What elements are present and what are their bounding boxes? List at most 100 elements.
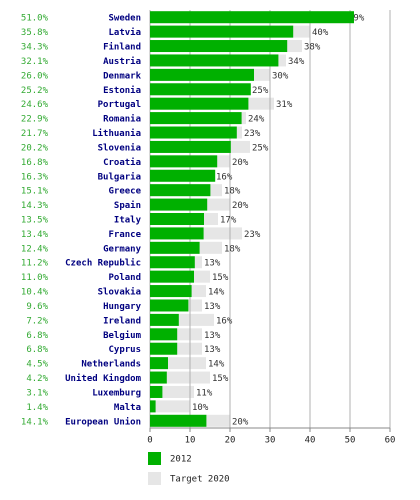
x-tick-label: 30 bbox=[265, 436, 276, 446]
category-label: United Kingdom bbox=[65, 373, 141, 384]
value-label: 20.2% bbox=[21, 143, 49, 153]
target-label: 25% bbox=[252, 86, 269, 96]
target-label: 23% bbox=[244, 230, 261, 240]
category-label: Slovenia bbox=[98, 142, 141, 153]
value-label: 26.0% bbox=[21, 71, 49, 81]
x-tick-label: 50 bbox=[345, 436, 356, 446]
bar bbox=[150, 198, 208, 211]
bar bbox=[150, 400, 156, 413]
value-label: 16.8% bbox=[21, 158, 49, 168]
target-label: 16% bbox=[216, 172, 233, 182]
category-label: Croatia bbox=[103, 157, 141, 168]
target-label: 15% bbox=[212, 374, 229, 384]
bar bbox=[150, 112, 242, 125]
category-label: Germany bbox=[103, 244, 142, 254]
target-label: 13% bbox=[204, 345, 221, 355]
value-label: 15.1% bbox=[21, 187, 49, 197]
value-label: 7.2% bbox=[26, 316, 48, 326]
legend-swatch bbox=[148, 452, 161, 465]
target-label: 10% bbox=[192, 403, 209, 413]
target-label: 40% bbox=[312, 28, 329, 38]
value-label: 14.1% bbox=[21, 417, 49, 427]
bar bbox=[150, 54, 279, 67]
target-label: 13% bbox=[204, 259, 221, 269]
value-label: 10.4% bbox=[21, 288, 49, 298]
category-label: Poland bbox=[108, 273, 141, 283]
bar bbox=[150, 285, 192, 298]
bar bbox=[150, 256, 195, 269]
bar bbox=[150, 414, 207, 427]
value-label: 11.2% bbox=[21, 259, 49, 269]
value-label: 13.5% bbox=[21, 216, 49, 226]
value-label: 32.1% bbox=[21, 57, 49, 67]
bar bbox=[150, 126, 237, 139]
target-label: 25% bbox=[252, 143, 269, 153]
x-tick-label: 40 bbox=[305, 436, 316, 446]
category-label: Cyprus bbox=[108, 345, 141, 355]
category-label: Latvia bbox=[108, 27, 141, 38]
bar bbox=[150, 357, 168, 370]
category-label: Belgium bbox=[103, 330, 142, 341]
category-label: Romania bbox=[103, 114, 141, 125]
target-label: 14% bbox=[208, 360, 225, 370]
bar bbox=[150, 184, 211, 197]
bar bbox=[150, 385, 163, 398]
category-label: Ireland bbox=[103, 316, 141, 326]
target-label: 38% bbox=[304, 43, 321, 53]
target-label: 13% bbox=[204, 302, 221, 312]
value-label: 34.3% bbox=[21, 43, 49, 53]
x-tick-label: 20 bbox=[225, 436, 236, 446]
target-label: 20% bbox=[232, 417, 249, 427]
target-label: 23% bbox=[244, 129, 261, 139]
category-label: Denmark bbox=[103, 71, 142, 81]
bar bbox=[150, 270, 194, 283]
value-label: 22.9% bbox=[21, 115, 49, 125]
category-label: Bulgaria bbox=[98, 171, 141, 182]
value-label: 12.4% bbox=[21, 244, 49, 254]
bar bbox=[150, 241, 200, 254]
target-label: 14% bbox=[208, 288, 225, 298]
category-label: Hungary bbox=[103, 302, 142, 312]
value-label: 4.5% bbox=[26, 360, 48, 370]
category-label: European Union bbox=[65, 416, 141, 427]
value-label: 13.4% bbox=[21, 230, 49, 240]
category-label: Estonia bbox=[103, 85, 141, 96]
bar bbox=[150, 371, 167, 384]
bar bbox=[150, 25, 294, 38]
target-label: 24% bbox=[248, 115, 265, 125]
category-label: Netherlands bbox=[81, 360, 141, 370]
target-label: 11% bbox=[196, 388, 213, 398]
x-tick-label: 60 bbox=[385, 436, 396, 446]
bar bbox=[150, 40, 288, 53]
category-label: Luxemburg bbox=[92, 388, 141, 398]
bar bbox=[150, 299, 189, 312]
category-label: Lithuania bbox=[92, 128, 141, 139]
category-label: Czech Republic bbox=[65, 258, 141, 269]
category-label: Malta bbox=[114, 403, 141, 413]
target-label: 17% bbox=[220, 216, 237, 226]
target-label: 30% bbox=[272, 71, 289, 81]
category-label: Slovakia bbox=[98, 287, 141, 298]
category-label: Greece bbox=[108, 187, 141, 197]
target-label: 34% bbox=[288, 57, 305, 67]
target-bar bbox=[150, 400, 190, 413]
value-label: 1.4% bbox=[26, 403, 48, 413]
bar bbox=[150, 140, 231, 153]
target-label: 13% bbox=[204, 331, 221, 341]
value-label: 14.3% bbox=[21, 201, 49, 211]
value-label: 51.0% bbox=[21, 14, 49, 24]
x-tick-label: 10 bbox=[185, 436, 196, 446]
value-label: 4.2% bbox=[26, 374, 48, 384]
bar bbox=[150, 155, 218, 168]
legend-swatch bbox=[148, 472, 161, 485]
target-label: 20% bbox=[232, 158, 249, 168]
category-label: Spain bbox=[114, 200, 141, 211]
value-label: 3.1% bbox=[26, 388, 48, 398]
value-label: 11.0% bbox=[21, 273, 49, 283]
bar bbox=[150, 213, 204, 225]
category-label: Austria bbox=[103, 56, 141, 67]
target-label: 18% bbox=[224, 187, 241, 197]
category-label: France bbox=[108, 230, 141, 240]
category-label: Sweden bbox=[108, 14, 141, 24]
